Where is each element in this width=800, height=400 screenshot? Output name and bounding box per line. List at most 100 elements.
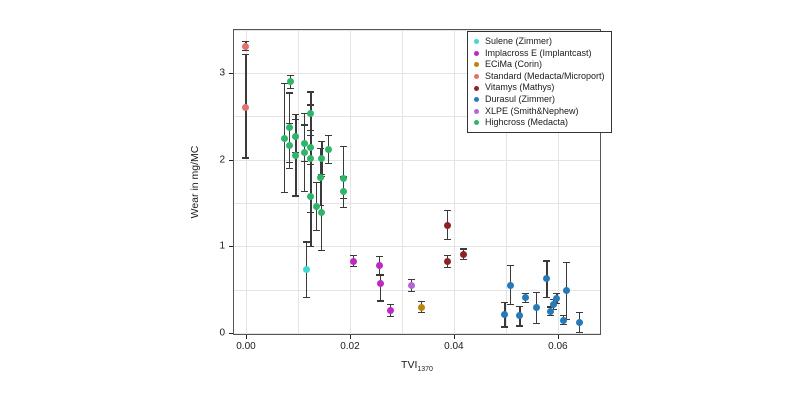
data-point <box>339 175 347 183</box>
error-bar-cap-bottom <box>506 303 514 305</box>
x-tick-label: 0.00 <box>236 341 256 352</box>
error-bar-cap-bottom <box>443 238 451 240</box>
error-bar-cap-bottom <box>550 309 558 311</box>
error-bar-cap-bottom <box>286 167 294 169</box>
data-point <box>292 151 300 159</box>
legend-item: Vitamys (Mathys) <box>474 82 605 94</box>
error-bar-cap-bottom <box>543 296 551 299</box>
y-gridline <box>234 159 600 161</box>
y-gridline <box>234 203 600 204</box>
data-point <box>443 222 451 230</box>
legend: Sulene (Zimmer) Implacross E (Implantcast… <box>467 31 612 133</box>
error-bar-cap-top <box>522 292 530 294</box>
data-point <box>563 287 571 295</box>
error-bar-cap-bottom <box>386 315 394 318</box>
data-point <box>286 142 294 150</box>
error-bar-cap-bottom <box>443 266 451 268</box>
error-bar-cap-bottom <box>324 162 332 164</box>
data-point <box>318 155 326 163</box>
legend-item: Sulene (Zimmer) <box>474 36 605 48</box>
y-tick <box>229 246 233 248</box>
y-gridline <box>234 29 600 31</box>
legend-color-dot <box>474 120 479 126</box>
data-point <box>532 304 540 312</box>
x-tick <box>557 335 559 339</box>
error-bar-cap-bottom <box>459 258 467 260</box>
data-point <box>376 280 384 288</box>
x-gridline <box>297 30 299 334</box>
y-axis-label: Wear in mg/MC <box>189 145 201 219</box>
error-bar-cap-top <box>563 262 571 264</box>
error-bar-cap-top <box>312 181 320 183</box>
error-bar-cap-bottom <box>242 49 250 52</box>
error-bar-cap-bottom <box>349 265 357 267</box>
legend-item-label: Highcross (Medacta) <box>485 117 569 128</box>
data-point <box>324 145 332 153</box>
legend-color-dot <box>474 97 479 103</box>
y-gridline <box>234 246 600 248</box>
data-point <box>292 132 300 140</box>
legend-item: Durasul (Zimmer) <box>474 94 605 106</box>
y-tick-label: 3 <box>219 67 225 79</box>
data-point <box>286 124 294 132</box>
data-point <box>242 42 250 50</box>
error-bar-cap-top <box>532 291 540 293</box>
error-bar-cap-top <box>546 306 554 308</box>
error-bar-cap-bottom <box>560 323 568 325</box>
error-bar-cap-top <box>516 305 524 307</box>
legend-item: Implacross E (Implantcast) <box>474 48 605 60</box>
data-point <box>550 300 558 308</box>
error-bar-cap-top <box>375 256 383 258</box>
legend-item: XLPE (Smith&Nephew) <box>474 106 605 118</box>
data-point <box>303 266 311 274</box>
y-tick-label: 2 <box>219 154 225 166</box>
error-bar-cap-bottom <box>501 326 509 328</box>
legend-color-dot <box>474 50 479 56</box>
error-bar-cap-top <box>317 147 325 149</box>
legend-item-label: Standard (Medacta/Microport) <box>485 70 605 81</box>
error-bar-cap-top <box>501 302 509 304</box>
error-bar-cap-top <box>407 278 415 280</box>
data-point <box>506 281 514 289</box>
error-bar-cap-bottom <box>522 302 530 304</box>
error-bar-cap-top <box>417 301 425 303</box>
error-bar-cap-top <box>307 91 315 93</box>
legend-item-label: ECiMa (Corin) <box>485 59 543 70</box>
error-bar-cap-top <box>543 260 551 262</box>
data-point <box>459 250 467 258</box>
data-point <box>301 139 309 147</box>
data-point <box>339 188 347 196</box>
error-bar-cap-bottom <box>292 195 300 197</box>
data-point <box>375 261 383 269</box>
error-bar-cap-bottom <box>280 192 288 194</box>
legend-item-label: Implacross E (Implantcast) <box>485 47 592 58</box>
legend-item-label: Vitamys (Mathys) <box>485 82 555 93</box>
x-axis-label: TVI1370 <box>401 359 433 373</box>
data-point <box>306 144 314 152</box>
error-bar-cap-bottom <box>417 311 425 313</box>
error-bar-cap-top <box>386 303 394 305</box>
x-gridline <box>401 30 403 334</box>
error-bar-cap-bottom <box>307 245 315 247</box>
data-point <box>242 104 250 112</box>
error-bar-cap-top <box>324 134 332 136</box>
error-bar <box>379 274 381 301</box>
error-bar-cap-top <box>318 140 326 143</box>
error-bar-cap-top <box>339 146 347 148</box>
x-tick <box>245 335 247 339</box>
error-bar-cap-top <box>286 75 294 77</box>
data-point <box>280 134 288 142</box>
error-bar <box>342 146 344 199</box>
error-bar-cap-top <box>242 41 250 43</box>
error-bar-cap-top <box>307 104 315 106</box>
data-point <box>501 311 509 319</box>
y-tick-label: 0 <box>219 327 225 339</box>
error-bar-cap-bottom <box>317 205 325 207</box>
data-point <box>286 78 294 86</box>
data-point <box>560 316 568 324</box>
error-bar-cap-bottom <box>306 164 314 166</box>
data-point <box>576 319 584 327</box>
error-bar-cap-bottom <box>532 322 540 325</box>
data-point <box>553 294 561 302</box>
